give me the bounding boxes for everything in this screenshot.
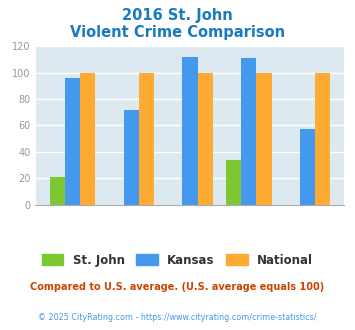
Bar [300,129,315,205]
Bar [124,110,139,205]
Text: Compared to U.S. average. (U.S. average equals 100): Compared to U.S. average. (U.S. average … [31,282,324,292]
Bar [226,160,241,205]
Bar [256,73,272,205]
Text: Violent Crime Comparison: Violent Crime Comparison [70,25,285,40]
Text: © 2025 CityRating.com - https://www.cityrating.com/crime-statistics/: © 2025 CityRating.com - https://www.city… [38,314,317,322]
Bar [241,58,256,205]
Bar [80,73,95,205]
Legend: St. John, Kansas, National: St. John, Kansas, National [38,250,317,270]
Bar [315,73,330,205]
Bar [139,73,154,205]
Bar [182,57,198,205]
Bar [50,177,65,205]
Text: 2016 St. John: 2016 St. John [122,8,233,23]
Bar [198,73,213,205]
Bar [65,78,80,205]
